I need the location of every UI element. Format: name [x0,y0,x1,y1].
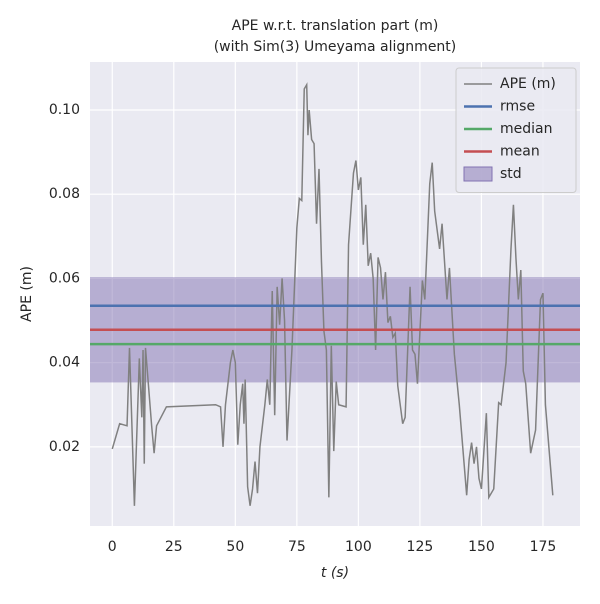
x-axis-label: t (s) [321,565,349,581]
legend-label: rmse [500,99,535,115]
legend-label: APE (m) [500,76,556,92]
x-tick-label: 175 [530,539,557,555]
ape-line [111,82,554,506]
chart-title: APE w.r.t. translation part (m) [232,18,439,34]
y-tick-label: 0.06 [49,270,80,286]
legend-label: median [500,121,552,137]
legend-swatch [463,166,493,182]
marks [90,82,580,506]
legend-label: std [500,166,522,182]
legend-box [455,67,577,193]
y-tick-label: 0.02 [49,439,80,455]
y-tick-label: 0.08 [49,186,80,202]
y-tick-label: 0.04 [49,355,80,371]
legend-label: mean [500,144,540,160]
x-tick-label: 50 [226,539,244,555]
x-tick-label: 0 [108,539,117,555]
legend: APE (m) rmse median mean std [455,67,577,193]
x-tick-label: 25 [165,539,183,555]
x-tick-label: 125 [407,539,434,555]
x-tick-label: 75 [288,539,306,555]
x-tick-label: 150 [468,539,495,555]
y-tick-label: 0.10 [49,102,80,118]
y-axis-label: APE (m) [19,266,35,322]
chart-subtitle: (with Sim(3) Umeyama alignment) [214,39,457,55]
x-tick-label: 100 [345,539,372,555]
